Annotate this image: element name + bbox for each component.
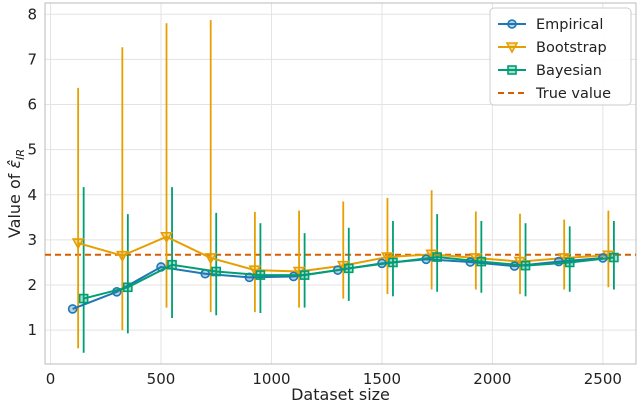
y-tick-label: 6 [27,96,37,114]
tick-label-layer: 0 500 1000 1500 2000 2500 1 2 3 4 5 6 7 8 [27,5,622,388]
bootstrap-series-line [77,235,609,273]
empirical-point [288,271,299,282]
legend-label-empirical: Empirical [536,17,603,33]
legend-marker-bootstrap [505,42,519,54]
bayesian-point [564,257,575,268]
bootstrap-point [381,252,394,264]
bayesian-point [78,293,89,304]
bayesian-point [167,259,177,270]
bootstrap-point [292,266,306,279]
plot-frame [44,2,637,365]
y-axis-label-text: Value of ε̂IR [5,149,27,238]
legend-marker-empirical [507,19,517,29]
bayesian-point [476,256,487,267]
errorbar-layer [77,20,615,353]
x-tick-label: 1000 [252,370,290,388]
legend-label-bootstrap: Bootstrap [536,40,607,56]
bootstrap-point [115,250,129,263]
y-tick-label: 4 [27,186,37,204]
y-axis-label: Value of ε̂IR [5,149,27,238]
x-tick-label: 500 [147,370,176,388]
y-tick-label: 3 [27,231,37,249]
grid [45,3,636,364]
empirical-point [67,304,78,314]
bayesian-point [432,252,442,262]
bootstrap-point [71,238,85,250]
legend-box [489,7,632,106]
bootstrap-point [204,253,218,265]
y-tick-label: 7 [27,50,37,68]
bayesian-point [609,252,619,263]
x-tick-label: 1500 [363,370,401,388]
x-axis-label: Dataset size [291,385,390,404]
bootstrap-point [160,231,173,244]
bayesian-point [123,282,133,293]
legend-label-bayesian: Bayesian [536,63,602,79]
bayesian-point [520,260,531,271]
bayesian-point [211,266,222,277]
series-layer [67,231,619,314]
empirical-point [509,261,520,271]
bayesian-point [388,257,398,268]
y-tick-label: 1 [27,321,37,339]
legend-marker-bayesian [507,65,517,75]
x-tick-label: 2500 [584,370,622,388]
y-tick-label: 5 [27,141,37,159]
y-tick-label: 8 [27,5,37,23]
bayesian-point [343,263,354,274]
x-tick-label: 0 [46,370,56,388]
y-tick-label: 2 [27,276,37,294]
bayesian-series-line [83,256,615,300]
x-tick-label: 2000 [473,370,511,388]
legend-label-true-value: True value [535,86,611,102]
bayesian-point [255,270,266,280]
bayesian-point [299,270,310,280]
legend: Empirical Bootstrap Bayesian True value [489,7,632,106]
